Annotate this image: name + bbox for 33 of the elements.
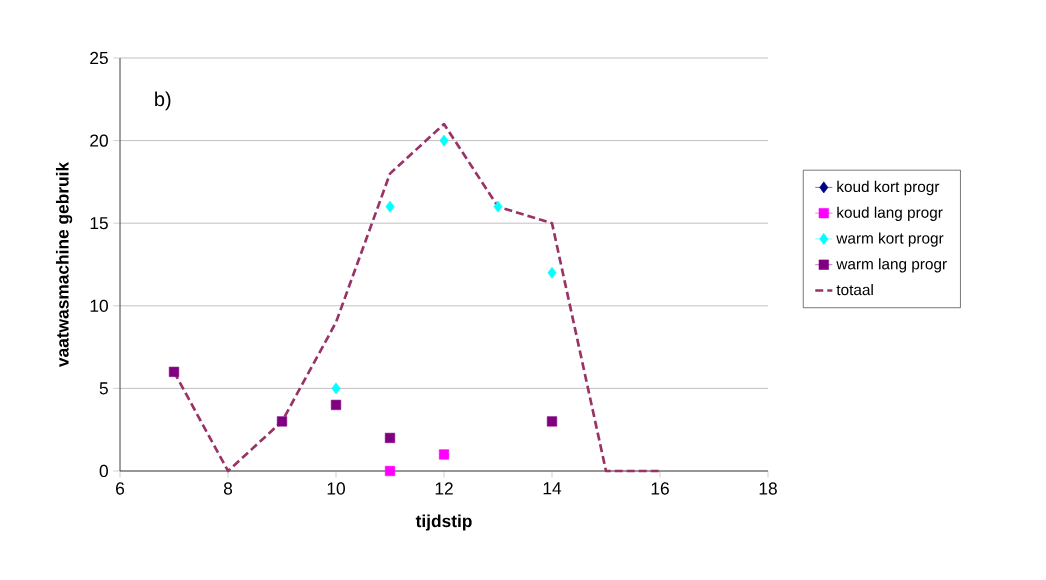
x-axis-title: tijdstip [415,514,472,531]
legend-label: totaal [836,283,873,296]
x-tick-label: 6 [116,482,125,495]
point [546,416,558,427]
legend-label: koud lang progr [837,206,943,221]
legend-label: koud kort progr [837,180,940,196]
y-tick-label: 20 [90,134,108,147]
y-tick-label: 0 [99,464,108,478]
point [439,134,449,147]
point [385,200,395,213]
point [384,465,396,477]
y-tick-label: 10 [90,299,108,312]
point [547,266,557,279]
legend-label: warm lang progr [836,258,947,273]
y-tick-label: 5 [99,382,108,395]
annotation: b) [155,91,171,111]
x-tick-label: 8 [223,482,233,495]
point [276,416,288,427]
point [168,366,180,377]
x-tick-label: 16 [651,482,669,495]
x-tick-label: 10 [327,482,345,495]
point [438,449,450,460]
point [493,200,503,213]
x-tick-label: 12 [435,482,453,495]
y-axis-title: vaatwasmachine gebruik [55,161,73,368]
point [330,399,342,410]
x-tick-label: 14 [543,482,562,495]
point [331,382,341,395]
y-tick-label: 25 [90,51,108,65]
y-tick-label: 15 [90,217,108,230]
x-tick-label: 18 [759,482,777,495]
legend-label: warm kort progr [836,232,944,247]
point [384,432,396,444]
